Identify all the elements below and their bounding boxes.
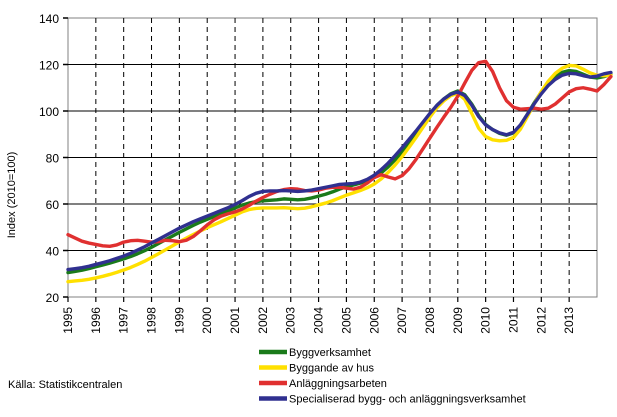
x-tick-label: 2005 — [339, 307, 353, 334]
series-line-2 — [66, 63, 613, 284]
y-gridlines — [68, 17, 597, 298]
y-tick-label: 20 — [46, 291, 60, 305]
x-tick-label: 1999 — [172, 307, 186, 334]
legend-label-1: Byggverksamhet — [289, 347, 371, 359]
x-tick-label: 2012 — [534, 307, 548, 334]
x-tick-label: 1996 — [89, 307, 103, 334]
x-tick-label: 2011 — [506, 307, 520, 333]
x-tick-label: 1998 — [145, 307, 159, 334]
data-series-lines — [66, 59, 613, 284]
chart-legend: Byggverksamhet Byggande av hus Anläggnings… — [259, 347, 526, 406]
y-tick-label: 60 — [46, 198, 60, 212]
x-tick-label: 2003 — [284, 307, 298, 334]
y-tick-label: 100 — [39, 105, 59, 119]
y-axis-ticks — [63, 17, 68, 298]
series-line-4 — [66, 70, 613, 272]
source-note: Källa: Statistikcentralen — [8, 379, 122, 391]
x-tick-label: 2002 — [256, 307, 270, 334]
x-tick-label: 2004 — [312, 307, 326, 334]
x-tick-label: 1995 — [61, 307, 75, 334]
x-tick-label: 2001 — [228, 307, 242, 334]
series-line-3 — [66, 59, 613, 249]
legend-label-3: Anläggningsarbeten — [289, 378, 387, 390]
legend-label-4: Specialiserad bygg- och anläggningsverks… — [289, 394, 526, 406]
y-tick-label: 80 — [46, 152, 60, 166]
x-tick-label: 2006 — [367, 307, 381, 334]
x-tick-label: 2010 — [479, 307, 493, 334]
x-tick-label: 2008 — [423, 307, 437, 334]
y-tick-label: 120 — [39, 59, 59, 73]
y-axis-title: Index (2010=100) — [6, 152, 18, 239]
x-tick-label: 2009 — [451, 307, 465, 334]
x-tick-label: 2007 — [395, 307, 409, 334]
y-axis-tick-labels: 20 40 60 80 100 120 140 — [39, 12, 59, 305]
legend-label-2: Byggande av hus — [289, 363, 375, 375]
x-axis-tick-marks — [67, 297, 570, 302]
x-tick-label: 2000 — [200, 307, 214, 334]
y-tick-label: 40 — [46, 245, 60, 259]
y-tick-label: 140 — [39, 12, 59, 26]
x-tick-label: 1997 — [117, 307, 131, 334]
x-tick-label: 2013 — [562, 307, 576, 334]
x-axis-tick-labels: 1995 1996 1997 1998 1999 2000 2001 2002 2003 2004… — [61, 307, 576, 334]
